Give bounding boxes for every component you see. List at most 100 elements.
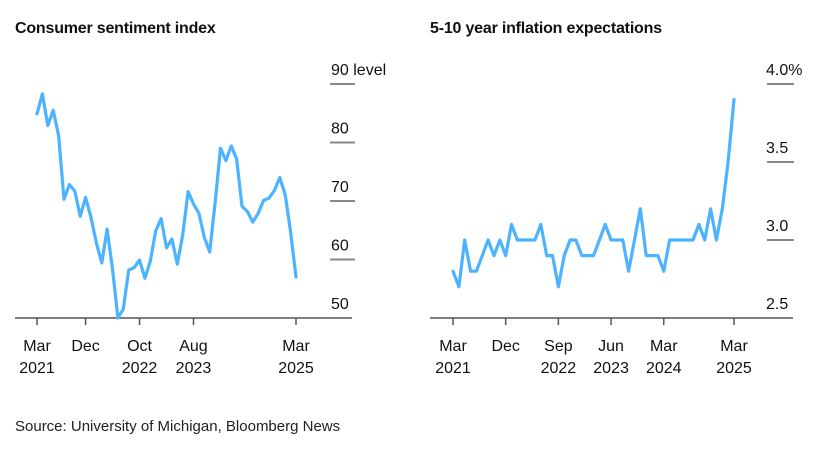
data-point xyxy=(685,238,689,242)
data-point xyxy=(84,196,87,199)
data-point xyxy=(475,269,478,273)
data-point xyxy=(181,233,185,237)
data-point xyxy=(251,220,255,224)
chart-title-inflation-expectations: 5-10 year inflation expectations xyxy=(430,20,662,37)
data-point xyxy=(679,238,683,242)
data-point xyxy=(89,215,93,219)
data-point xyxy=(504,254,508,257)
y-tick-label: 60 xyxy=(331,238,349,255)
data-point xyxy=(73,189,77,193)
x-tick-label-month: Dec xyxy=(71,338,99,355)
series-line xyxy=(451,97,736,289)
data-point xyxy=(668,238,672,242)
data-point xyxy=(289,230,293,234)
source-note: Source: University of Michigan, Bloomber… xyxy=(15,418,341,435)
data-point xyxy=(202,235,206,239)
y-tick-label: 90 level xyxy=(331,62,386,79)
data-point xyxy=(732,98,736,101)
data-point xyxy=(638,207,642,211)
data-point xyxy=(492,254,496,257)
data-point xyxy=(94,241,98,245)
x-tick-label-month: Sep xyxy=(544,338,573,355)
x-tick-label-month: Mar xyxy=(23,338,51,355)
data-point xyxy=(197,211,201,215)
inflation-expectations-chart: 4.0% 3.5 3.0 2.5 Mar 2021 Dec Sep 2022 Jun 2023 Mar… xyxy=(430,62,802,377)
data-point xyxy=(57,134,60,137)
data-point xyxy=(159,217,163,220)
x-tick-label-year: 2024 xyxy=(646,360,682,377)
y-tick-label: 70 xyxy=(331,179,349,196)
x-tick-label-month: Oct xyxy=(127,338,152,355)
data-point xyxy=(116,316,120,320)
x-tick-label-month: Mar xyxy=(720,338,748,355)
data-point xyxy=(175,262,179,266)
x-tick-label-year: 2025 xyxy=(716,360,752,377)
data-point xyxy=(62,197,66,201)
x-tick-label-month: Aug xyxy=(179,338,207,355)
data-point xyxy=(551,254,554,257)
x-tick-label-month: Mar xyxy=(650,338,678,355)
data-point xyxy=(486,238,490,242)
chart-title-consumer-sentiment: Consumer sentiment index xyxy=(15,20,216,37)
data-point xyxy=(703,238,707,242)
data-point xyxy=(539,223,543,226)
x-tick-label-year: 2025 xyxy=(278,360,314,377)
y-tick-label: 80 xyxy=(331,121,349,138)
data-point xyxy=(219,146,222,150)
x-tick-label-year: 2022 xyxy=(122,360,158,377)
x-tick-label-month: Mar xyxy=(439,338,467,355)
data-point xyxy=(515,238,519,242)
data-point xyxy=(267,196,271,200)
data-point xyxy=(574,238,578,242)
data-point xyxy=(278,176,282,180)
data-point xyxy=(463,238,467,242)
data-point xyxy=(697,223,701,226)
x-tick-label-year: 2022 xyxy=(541,360,577,377)
data-point xyxy=(674,238,677,242)
data-point xyxy=(186,190,190,194)
data-point xyxy=(603,223,607,226)
data-point xyxy=(627,269,631,273)
data-point xyxy=(609,238,613,242)
data-point xyxy=(138,258,141,262)
data-point xyxy=(644,254,648,257)
x-tick-label-month: Mar xyxy=(282,338,310,355)
y-tick-label: 4.0% xyxy=(766,62,802,79)
data-point xyxy=(148,259,152,263)
data-point xyxy=(691,238,695,242)
data-point xyxy=(229,144,233,148)
data-point xyxy=(67,183,71,187)
data-point xyxy=(273,189,276,192)
data-point xyxy=(208,250,212,254)
data-point xyxy=(592,254,595,257)
data-point xyxy=(656,254,660,257)
data-point xyxy=(127,268,131,272)
data-point xyxy=(51,108,55,112)
data-point xyxy=(78,214,82,218)
y-tick-label: 3.5 xyxy=(766,140,788,157)
x-tick-label-year: 2021 xyxy=(19,360,55,377)
x-tick-label-year: 2023 xyxy=(593,360,629,377)
data-point xyxy=(662,269,666,273)
data-point xyxy=(256,211,260,215)
data-point xyxy=(562,254,566,257)
data-point xyxy=(568,238,572,242)
data-point xyxy=(111,267,114,271)
data-point xyxy=(545,254,549,257)
data-point xyxy=(615,238,619,242)
data-point xyxy=(580,254,584,257)
data-point xyxy=(294,275,298,279)
data-point xyxy=(726,160,730,164)
consumer-sentiment-chart: 90 level 80 70 60 50 Mar 2021 Dec Oct 2022 Aug 2023… xyxy=(15,62,386,377)
x-tick-label-month: Dec xyxy=(491,338,519,355)
data-point xyxy=(213,201,217,205)
data-point xyxy=(633,238,636,242)
data-point xyxy=(597,238,601,242)
data-point xyxy=(533,238,537,242)
data-point xyxy=(46,124,50,127)
data-point xyxy=(165,246,168,250)
data-point xyxy=(720,207,724,211)
data-point xyxy=(527,238,531,242)
data-point xyxy=(510,223,513,226)
data-point xyxy=(283,193,287,196)
